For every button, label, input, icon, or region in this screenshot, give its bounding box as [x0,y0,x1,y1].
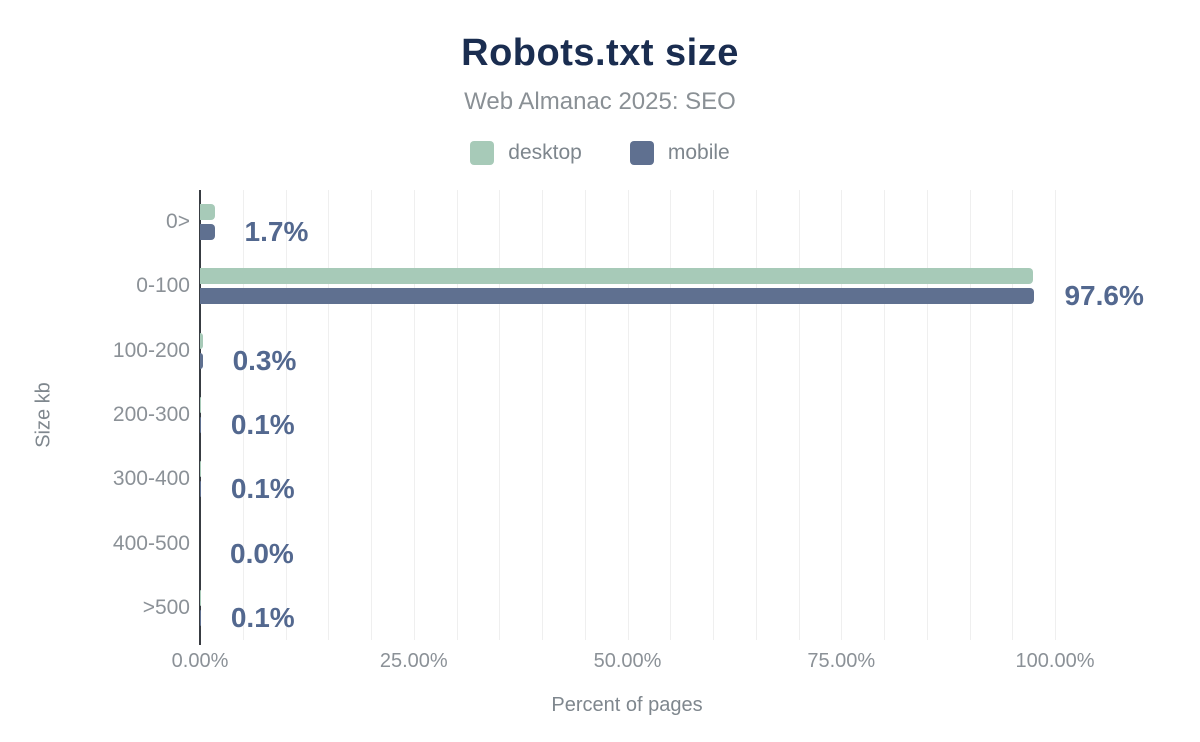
gridline [328,190,330,640]
value-label-400-500: 0.0% [230,537,294,569]
bar-desktop-200-300 [200,397,201,413]
gridline [969,190,971,640]
gridline [627,190,629,640]
y-axis-title: Size kb [32,382,55,448]
bar-desktop-0-100 [200,268,1033,285]
bar-mobile-0-100 [200,288,1035,305]
bar-desktop-300-400 [200,461,201,478]
x-tick-label-25.00%: 25.00% [379,650,448,672]
gridline [371,190,372,640]
bar-desktop-0> [200,204,215,221]
bar-mobile->500 [200,609,201,626]
value-label-200-300: 0.1% [230,409,295,440]
gridline [841,190,843,640]
gridline [584,190,586,640]
bar-mobile-300-400 [200,481,201,498]
gridline [670,190,672,640]
gridline [713,190,714,640]
bar-mobile-100-200 [200,352,203,369]
value-label-300-400: 0.1% [230,473,295,505]
x-tick-label-75.00%: 75.00% [807,650,876,672]
category-label-300-400: 300-400 [112,467,190,491]
bar-desktop->500 [200,589,201,606]
gridline [499,190,501,640]
x-tick-label-100.00%: 100.00% [1015,650,1095,672]
legend-item-desktop: desktop [470,141,582,165]
legend-swatch-mobile [629,141,654,165]
x-tick-label-50.00%: 50.00% [593,650,662,672]
legend-label-mobile: mobile [667,141,730,164]
legend-label-desktop: desktop [508,141,582,164]
gridline [542,190,543,640]
value-label-100-200: 0.3% [232,344,297,376]
gridline [1055,190,1056,640]
legend-swatch-desktop [470,141,495,165]
bar-mobile-200-300 [200,417,201,433]
category-label-200-300: 200-300 [112,403,190,426]
chart-title: Robots.txt size [461,32,739,74]
gridline [755,190,757,640]
bar-desktop-100-200 [200,332,203,349]
x-tick-label-0.00%: 0.00% [171,650,229,672]
category-label-100-200: 100-200 [112,338,190,362]
legend-item-mobile: mobile [629,141,730,165]
legend: desktop mobile [0,141,1200,165]
gridline [1012,190,1014,640]
category-label->500: >500 [142,595,190,619]
value-label->500: 0.1% [230,601,295,633]
plot-area: 1.7% 97.6% 0.3% 0.1% 0.1% 0.0% 0.1% [199,190,1144,645]
category-label-0-100: 0-100 [136,274,190,298]
gridline [798,190,800,640]
gridline [242,190,244,640]
x-axis-title: Percent of pages [551,694,703,716]
gridline [926,190,928,640]
gridline [413,190,415,640]
value-label-0>: 1.7% [244,216,309,248]
gridline [285,190,287,640]
gridline [884,190,885,640]
category-label-0>: 0> [166,210,190,234]
bar-mobile-0> [200,224,215,241]
category-label-400-500: 400-500 [112,531,190,555]
value-label-0-100: 97.6% [1064,280,1144,312]
gridline [456,190,458,640]
chart-subtitle: Web Almanac 2025: SEO [464,88,736,115]
